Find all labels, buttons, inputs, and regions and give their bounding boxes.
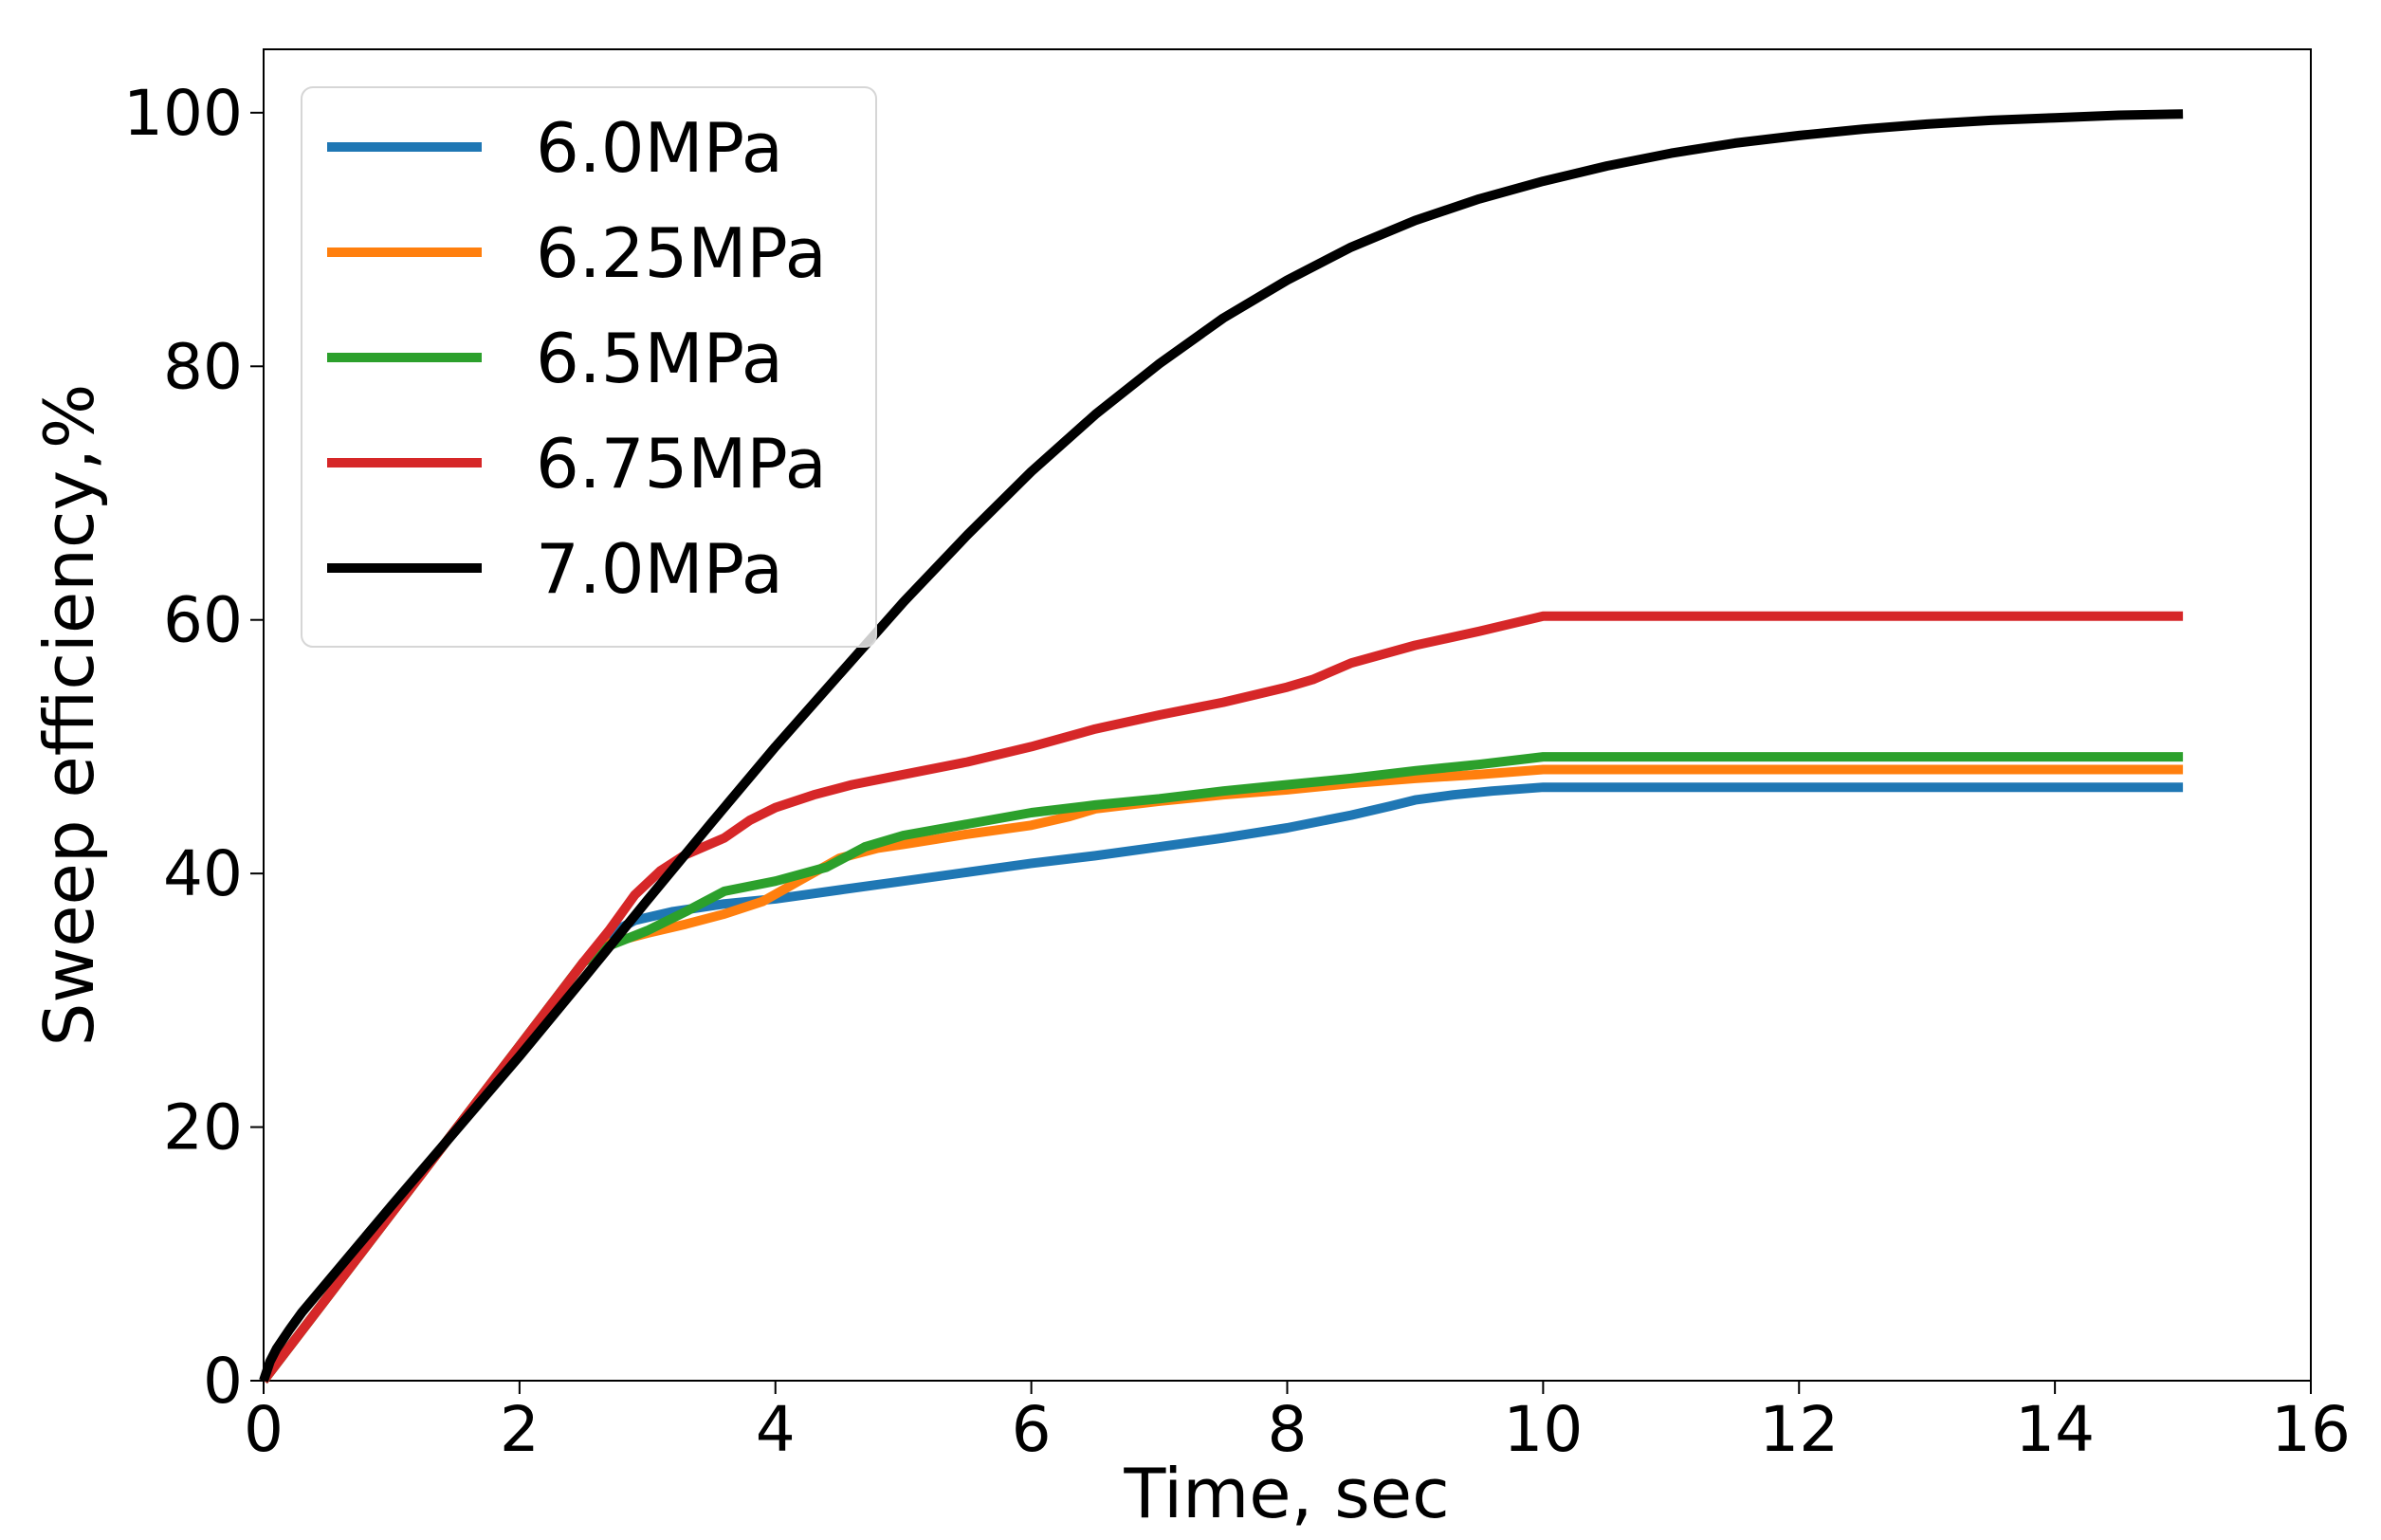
legend: 6.0MPa 6.25MPa 6.5MPa 6.75MPa 7.0MPa (301, 86, 877, 648)
series-layer (259, 109, 2184, 1384)
y-tick-label: 20 (163, 1091, 243, 1164)
legend-label: 6.5MPa (536, 319, 783, 398)
x-tick-label: 4 (756, 1393, 796, 1466)
x-tick-label: 12 (1759, 1393, 1839, 1466)
legend-box (301, 86, 877, 648)
y-axis-label: Sweep efficiency,% (29, 384, 109, 1047)
y-tick-label: 40 (163, 837, 243, 910)
x-tick-label: 14 (2015, 1393, 2095, 1466)
x-tick-label: 8 (1268, 1393, 1308, 1466)
series-line-2 (260, 764, 2184, 1384)
series-line-3 (260, 752, 2184, 1384)
x-tick-label: 10 (1503, 1393, 1583, 1466)
x-tick-label: 16 (2271, 1393, 2351, 1466)
y-tick-label: 100 (123, 77, 243, 150)
legend-label: 6.25MPa (536, 213, 827, 293)
y-tick-label: 0 (203, 1345, 243, 1418)
x-tick-label: 2 (500, 1393, 540, 1466)
series-line-5 (259, 109, 2184, 1383)
legend-label: 7.0MPa (536, 529, 783, 609)
x-tick-label: 0 (244, 1393, 284, 1466)
ticks-layer: 0 2 4 6 8 10 12 14 16 0 20 40 60 80 100 (123, 77, 2351, 1466)
y-tick-label: 60 (163, 584, 243, 657)
legend-label: 6.0MPa (536, 108, 783, 188)
series-line-1 (260, 782, 2184, 1384)
series-line-4 (260, 611, 2184, 1384)
legend-label: 6.75MPa (536, 424, 827, 504)
x-axis-label: Time, sec (1123, 1454, 1449, 1533)
x-tick-label: 6 (1012, 1393, 1052, 1466)
y-tick-label: 80 (163, 330, 243, 403)
